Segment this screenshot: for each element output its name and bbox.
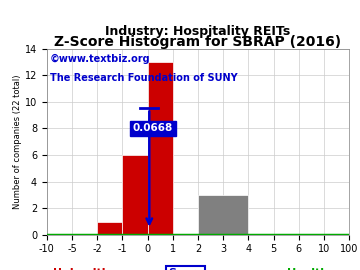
Text: Healthy: Healthy [287,268,336,270]
Bar [97,222,122,235]
Text: Industry: Hospitality REITs: Industry: Hospitality REITs [105,25,291,38]
Text: Score: Score [168,268,203,270]
Bar [122,155,148,235]
Y-axis label: Number of companies (22 total): Number of companies (22 total) [13,75,22,209]
Bar [148,62,173,235]
Text: The Research Foundation of SUNY: The Research Foundation of SUNY [50,73,238,83]
Bar [198,195,248,235]
Text: ©www.textbiz.org: ©www.textbiz.org [50,54,150,64]
Text: 0.0668: 0.0668 [133,123,173,133]
Title: Z-Score Histogram for SBRAP (2016): Z-Score Histogram for SBRAP (2016) [54,35,342,49]
Text: Unhealthy: Unhealthy [53,268,117,270]
